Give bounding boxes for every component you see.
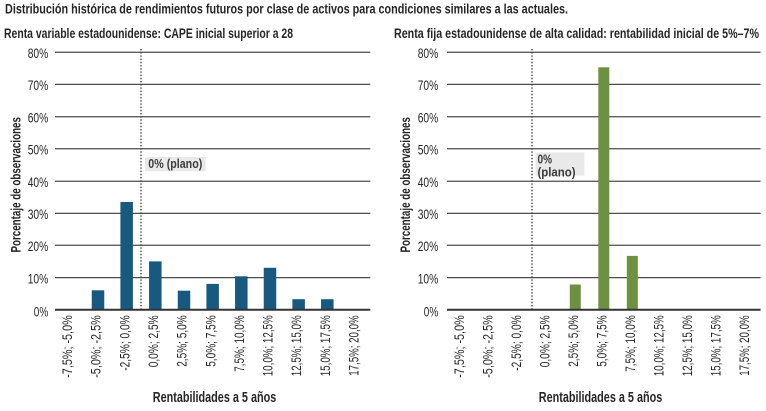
svg-text:Porcentaje de observaciones: Porcentaje de observaciones [397,117,413,253]
svg-text:12,5%; 15,0%: 12,5%; 15,0% [679,315,695,376]
svg-text:7,5%; 10,0%: 7,5%; 10,0% [622,315,638,372]
svg-text:15,0%; 17,5%: 15,0%; 17,5% [707,315,723,376]
svg-text:2,5%; 5,0%: 2,5%; 5,0% [174,315,190,367]
svg-text:-7,5%; -5,0%: -7,5%; -5,0% [451,315,467,378]
svg-text:30%: 30% [418,206,439,222]
svg-text:40%: 40% [28,174,49,190]
svg-text:Renta variable estadounidense:: Renta variable estadounidense: CAPE inic… [4,26,293,41]
svg-text:80%: 80% [418,45,439,61]
svg-text:50%: 50% [418,142,439,158]
svg-text:80%: 80% [28,45,49,61]
svg-text:10,0%; 12,5%: 10,0%; 12,5% [650,315,666,376]
svg-text:Distribución histórica de rend: Distribución histórica de rendimientos f… [5,2,568,17]
svg-text:2,5%; 5,0%: 2,5%; 5,0% [565,315,581,367]
svg-text:17,5%; 20,0%: 17,5%; 20,0% [346,315,362,376]
svg-text:40%: 40% [418,174,439,190]
svg-text:Porcentaje de observaciones: Porcentaje de observaciones [8,117,24,253]
svg-text:15,0%; 17,5%: 15,0%; 17,5% [317,315,333,376]
svg-text:-2,5%; 0,0%: -2,5%; 0,0% [508,315,524,371]
svg-text:0,0%; 2,5%: 0,0%; 2,5% [536,315,552,367]
svg-text:-5,0%; -2,5%: -5,0%; -2,5% [88,315,104,378]
svg-text:70%: 70% [28,77,49,93]
svg-text:60%: 60% [28,109,49,125]
svg-text:20%: 20% [28,238,49,254]
svg-text:-5,0%; -2,5%: -5,0%; -2,5% [479,315,495,378]
svg-text:17,5%; 20,0%: 17,5%; 20,0% [736,315,752,376]
svg-text:-7,5%; -5,0%: -7,5%; -5,0% [59,315,75,378]
svg-text:-2,5%; 0,0%: -2,5%; 0,0% [116,315,132,371]
svg-text:10%: 10% [418,270,439,286]
svg-text:50%: 50% [28,142,49,158]
svg-text:0% (plano): 0% (plano) [148,156,202,171]
svg-text:0,0%; 2,5%: 0,0%; 2,5% [145,315,161,367]
svg-text:70%: 70% [418,77,439,93]
svg-text:Renta fija estadounidense de a: Renta fija estadounidense de alta calida… [394,26,759,41]
svg-text:60%: 60% [418,109,439,125]
svg-text:Rentabilidades a 5 años: Rentabilidades a 5 años [539,389,663,406]
svg-text:0%: 0% [34,304,48,320]
svg-text:5,0%; 7,5%: 5,0%; 7,5% [593,315,609,367]
svg-text:0%: 0% [538,152,553,167]
svg-text:10%: 10% [28,270,49,286]
svg-text:Rentabilidades a 5 años: Rentabilidades a 5 años [153,389,277,406]
svg-text:5,0%; 7,5%: 5,0%; 7,5% [202,315,218,367]
svg-text:(plano): (plano) [538,165,576,180]
svg-text:7,5%; 10,0%: 7,5%; 10,0% [231,315,247,372]
svg-text:10,0%; 12,5%: 10,0%; 12,5% [260,315,276,376]
svg-text:30%: 30% [28,206,49,222]
svg-text:0%: 0% [424,304,438,320]
svg-text:20%: 20% [418,238,439,254]
svg-text:12,5%; 15,0%: 12,5%; 15,0% [288,315,304,376]
